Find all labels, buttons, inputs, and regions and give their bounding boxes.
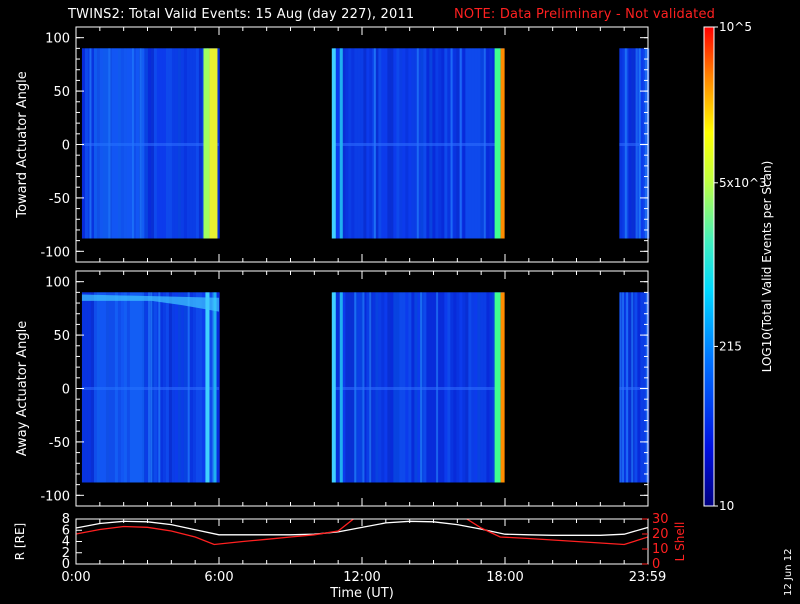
y-tick-label: -50 <box>49 192 70 207</box>
r-series-line <box>76 520 648 536</box>
x-tick-label: 0:00 <box>61 570 90 585</box>
y-tick-label: 6 <box>62 523 70 538</box>
y-tick-label: -100 <box>40 489 70 504</box>
y-tick-label: 50 <box>53 329 70 344</box>
date-stamp-text: 12 Jun 12 <box>783 549 794 596</box>
toward-heatmap-panel: 100 50 0 -50 -100 Toward Actuator Angle <box>15 26 650 263</box>
bright-column <box>213 292 217 483</box>
y-axis-label: Toward Actuator Angle <box>15 71 30 218</box>
y-right-tick-label: 10 <box>652 542 669 557</box>
x-tick-label: 23:59 <box>629 570 666 585</box>
bright-column <box>331 292 336 483</box>
y-tick-label: 50 <box>53 85 70 100</box>
colorbar-tick-label: 10^5 <box>719 20 752 34</box>
bright-column <box>500 48 505 239</box>
y-tick-label: 4 <box>62 535 70 550</box>
colorbar: 10 215 5x10^3 10^5 LOG10(Total Valid Events … <box>703 20 774 513</box>
bright-column <box>205 292 210 483</box>
y-right-tick-label: 30 <box>652 512 669 527</box>
colorbar-tick-label: 215 <box>719 339 742 353</box>
bright-column <box>331 48 336 239</box>
colorbar-frame <box>703 26 715 507</box>
y-tick-label: -100 <box>40 245 70 260</box>
bright-column <box>339 292 343 483</box>
heat-band <box>81 294 219 312</box>
zero-band <box>619 387 648 390</box>
bright-column <box>209 48 218 239</box>
lshell-series-line <box>76 519 648 546</box>
y-tick-label: 2 <box>62 546 70 561</box>
heat-region <box>93 48 144 239</box>
x-tick-label: 18:00 <box>486 570 523 585</box>
y-tick-label: 100 <box>45 276 70 291</box>
zero-band <box>81 387 219 390</box>
zero-band <box>333 143 504 146</box>
date-stamp: 12 Jun 12 <box>780 530 794 600</box>
x-tick-label: 6:00 <box>204 570 233 585</box>
zero-band <box>333 387 504 390</box>
y-tick-label: 0 <box>62 139 70 154</box>
zero-band <box>81 143 219 146</box>
bright-column <box>494 48 501 239</box>
x-tick-label: 12:00 <box>343 570 380 585</box>
bright-column <box>500 292 505 483</box>
colorbar-label: LOG10(Total Valid Events per Scan) <box>760 161 774 373</box>
y-tick-label: 0 <box>62 557 70 572</box>
colorbar-tick-label: 5x10^3 <box>719 176 767 190</box>
colorbar-gradient <box>704 27 714 506</box>
x-axis-label: Time (UT) <box>329 586 394 600</box>
zero-band <box>619 143 648 146</box>
y-right-tick-label: 0 <box>652 557 660 572</box>
colorbar-tick-label: 10 <box>719 499 734 513</box>
bright-column <box>494 292 501 483</box>
plot-title: TWINS2: Total Valid Events: 15 Aug (day … <box>68 7 415 22</box>
y-axis-label: Away Actuator Angle <box>15 321 30 456</box>
heat-region <box>93 292 144 483</box>
y-tick-label: 100 <box>45 32 70 47</box>
away-heatmap-panel: 100 50 0 -50 -100 Away Actuator Angle <box>15 270 650 507</box>
preliminary-note: NOTE: Data Preliminary - Not validated <box>454 7 716 22</box>
y-tick-label: 8 <box>62 512 70 527</box>
y-right-tick-label: 20 <box>652 527 669 542</box>
y-axis-label: R [RE] <box>13 523 27 560</box>
y-tick-label: 0 <box>62 383 70 398</box>
bright-column <box>203 48 210 239</box>
bright-column <box>339 48 343 239</box>
y-tick-label: -50 <box>49 436 70 451</box>
y-right-axis-label: L Shell <box>673 522 687 562</box>
